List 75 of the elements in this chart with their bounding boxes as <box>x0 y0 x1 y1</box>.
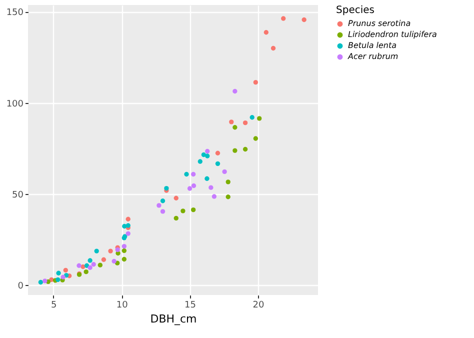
point <box>198 159 202 164</box>
point <box>302 17 306 22</box>
point <box>190 207 196 212</box>
legend-label: Prunus serotina <box>348 19 411 28</box>
point <box>215 150 220 156</box>
point <box>232 125 238 130</box>
point <box>56 270 61 276</box>
point <box>98 262 103 268</box>
point <box>122 248 127 254</box>
point <box>205 154 210 158</box>
point <box>122 256 127 262</box>
x-tick-label: 15 <box>184 300 196 310</box>
point <box>222 169 227 174</box>
point <box>126 216 130 222</box>
point <box>250 115 254 120</box>
x-tick-label: 20 <box>252 300 264 310</box>
point <box>180 208 186 214</box>
point <box>164 186 169 191</box>
point <box>160 209 166 214</box>
point <box>38 280 44 285</box>
point <box>242 146 248 152</box>
point <box>229 120 234 124</box>
point <box>205 148 210 154</box>
point <box>253 136 258 141</box>
point <box>253 80 258 85</box>
point <box>63 268 68 273</box>
point <box>108 248 113 254</box>
legend-label: Betula lenta <box>348 41 397 50</box>
point <box>126 231 130 236</box>
point <box>160 198 166 204</box>
point <box>281 16 286 21</box>
point <box>232 148 238 153</box>
point <box>184 172 189 177</box>
point <box>204 176 210 181</box>
point <box>56 277 60 282</box>
point <box>101 257 106 262</box>
point <box>257 116 262 121</box>
point <box>88 265 92 270</box>
point <box>215 161 220 166</box>
point <box>76 263 82 268</box>
y-tick-label: 0 <box>18 282 24 292</box>
y-tick-label: 50 <box>12 190 24 200</box>
point <box>88 258 92 263</box>
point <box>270 46 276 51</box>
point <box>201 152 206 158</box>
point <box>94 248 99 254</box>
point <box>42 278 48 284</box>
y-tick-label: 100 <box>6 99 24 110</box>
y-tick-label: 150 <box>6 8 24 18</box>
x-axis-title: DBH_cm <box>150 312 197 326</box>
x-tick-label: 10 <box>116 300 128 310</box>
point <box>264 30 269 35</box>
point <box>112 258 116 264</box>
point <box>191 183 196 188</box>
point <box>126 223 130 228</box>
legend-label: Liriodendron tulipifera <box>348 30 438 39</box>
point <box>187 186 192 191</box>
point <box>208 185 214 190</box>
legend-title: Species <box>336 5 374 16</box>
point <box>84 269 88 274</box>
legend-label: Acer rubrum <box>347 52 398 61</box>
point <box>156 203 162 208</box>
point <box>91 262 96 267</box>
point <box>232 88 238 94</box>
point <box>174 216 178 221</box>
point <box>226 194 230 200</box>
point <box>60 274 66 280</box>
point <box>190 172 196 177</box>
point <box>212 194 217 199</box>
point <box>174 196 178 200</box>
x-tick-label: 5 <box>51 300 57 310</box>
point <box>115 247 120 252</box>
point <box>122 244 127 249</box>
point <box>226 180 230 184</box>
point <box>242 120 248 126</box>
